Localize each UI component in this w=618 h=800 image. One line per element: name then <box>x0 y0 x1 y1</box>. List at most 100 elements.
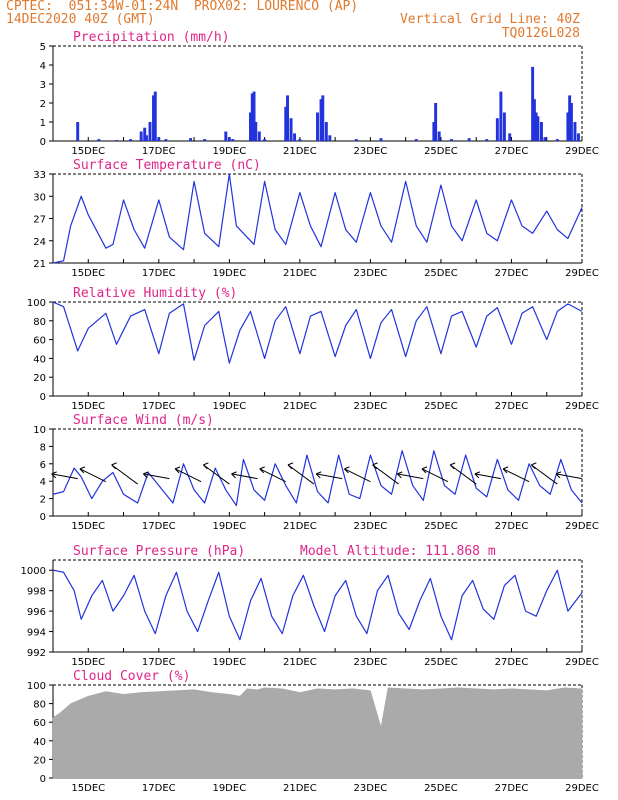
precip-bar <box>227 137 231 141</box>
precip-bar <box>534 112 538 141</box>
precip-bar <box>536 116 540 141</box>
precip-bar <box>231 139 235 141</box>
precip-bar <box>568 95 572 141</box>
precip-ytick-label: 4 <box>40 61 46 72</box>
cloud-ytick-label: 0 <box>40 774 46 785</box>
temp-xtick-label: 29DEC <box>565 268 599 279</box>
precip-bar <box>321 95 325 141</box>
wind-xtick-label: 17DEC <box>142 521 176 532</box>
precip-bar <box>298 139 302 141</box>
temp-xtick-label: 17DEC <box>142 268 176 279</box>
precip-bar <box>157 137 161 141</box>
wind-vector-head <box>396 471 403 479</box>
wind-vector-head <box>474 471 481 479</box>
rh-xtick-label: 23DEC <box>354 401 388 412</box>
wind-vector <box>474 473 501 480</box>
rh-ytick-label: 40 <box>33 354 46 365</box>
precip-xtick-label: 17DEC <box>142 146 176 157</box>
precip-ytick-label: 5 <box>40 42 46 53</box>
precip-ytick-label: 3 <box>40 80 46 91</box>
wind-ytick-label: 4 <box>40 477 46 488</box>
precip-bar <box>263 139 267 141</box>
pressure-line <box>52 569 583 641</box>
wind-vector <box>51 473 78 480</box>
precip-bar <box>495 118 499 141</box>
wind-vector <box>174 468 202 483</box>
wind-vector-head <box>259 466 265 474</box>
precip-bar <box>502 112 506 141</box>
pressure-ytick-label: 994 <box>27 628 46 639</box>
wind-vector <box>397 473 424 480</box>
precip-xtick-label: 25DEC <box>424 146 458 157</box>
wind-vector-head <box>530 462 537 470</box>
wind-vector-head <box>344 466 350 474</box>
precip-bar <box>577 133 580 141</box>
wind-vector <box>344 468 371 483</box>
cloud-ytick-label: 20 <box>33 755 46 766</box>
precip-bar <box>328 135 332 141</box>
cloud-xtick-label: 29DEC <box>565 783 599 794</box>
cloud-xtick-label: 27DEC <box>495 783 529 794</box>
precip-bar <box>148 122 152 141</box>
precip-bar <box>414 139 418 141</box>
precip-bar <box>508 133 512 141</box>
wind-vector <box>231 473 258 480</box>
pressure-xtick-label: 17DEC <box>142 657 176 668</box>
precip-bar <box>203 139 207 141</box>
pressure-xtick-label: 23DEC <box>354 657 388 668</box>
wind-vector <box>143 473 170 480</box>
precip-bar <box>555 139 559 141</box>
precip-bar <box>543 137 547 141</box>
precip-xtick-label: 15DEC <box>71 146 105 157</box>
pressure-title: Surface Pressure (hPa) <box>73 544 245 559</box>
temp-xtick-label: 25DEC <box>424 268 458 279</box>
precip-bar <box>437 131 441 141</box>
rh-ytick-label: 80 <box>33 317 46 328</box>
temp-xtick-label: 27DEC <box>495 268 529 279</box>
precip-bar <box>257 131 261 141</box>
precip-bar <box>139 131 143 141</box>
precip-xtick-label: 27DEC <box>495 146 529 157</box>
wind-vector-head <box>79 466 86 474</box>
cloud-xtick-label: 17DEC <box>142 783 176 794</box>
precip-bar <box>531 66 535 141</box>
wind-vector <box>259 468 286 483</box>
cloud-xtick-label: 23DEC <box>354 783 388 794</box>
rh-title: Relative Humidity (%) <box>73 286 237 301</box>
header-date: 14DEC2020 40Z (GMT) <box>6 12 155 27</box>
pressure-xtick-label: 19DEC <box>212 657 246 668</box>
wind-vector <box>79 468 107 483</box>
temp-ytick-label: 24 <box>33 237 46 248</box>
precip-bar <box>539 122 543 141</box>
temp-xtick-label: 15DEC <box>71 268 105 279</box>
pressure-xtick-label: 29DEC <box>565 657 599 668</box>
wind-xtick-label: 29DEC <box>565 521 599 532</box>
wind-vector <box>502 468 530 483</box>
cloud-xtick-label: 25DEC <box>424 783 458 794</box>
rh-xtick-label: 27DEC <box>495 401 529 412</box>
precip-bar <box>499 91 503 141</box>
precip-bar <box>97 139 101 141</box>
wind-xtick-label: 19DEC <box>212 521 246 532</box>
precip-xtick-label: 23DEC <box>354 146 388 157</box>
precip-bar <box>485 139 489 141</box>
temp-ytick-label: 27 <box>33 215 46 226</box>
wind-xtick-label: 21DEC <box>283 521 317 532</box>
wind-vector-head <box>174 466 181 474</box>
rh-xtick-label: 15DEC <box>71 401 105 412</box>
wind-ytick-label: 6 <box>40 460 46 471</box>
wind-vector-head <box>51 471 57 479</box>
precip-bar <box>573 122 577 141</box>
cloud-area <box>52 687 583 779</box>
precip-bar <box>152 95 155 141</box>
wind-ytick-label: 0 <box>40 512 46 523</box>
precip-bar <box>164 139 168 141</box>
precip-bar <box>115 140 118 141</box>
precip-bar <box>189 138 193 141</box>
precip-bar <box>284 106 288 141</box>
wind-xtick-label: 25DEC <box>424 521 458 532</box>
precip-bar <box>467 138 471 141</box>
wind-vector <box>449 464 477 485</box>
wind-vector-head <box>502 466 509 474</box>
rh-xtick-label: 29DEC <box>565 401 599 412</box>
